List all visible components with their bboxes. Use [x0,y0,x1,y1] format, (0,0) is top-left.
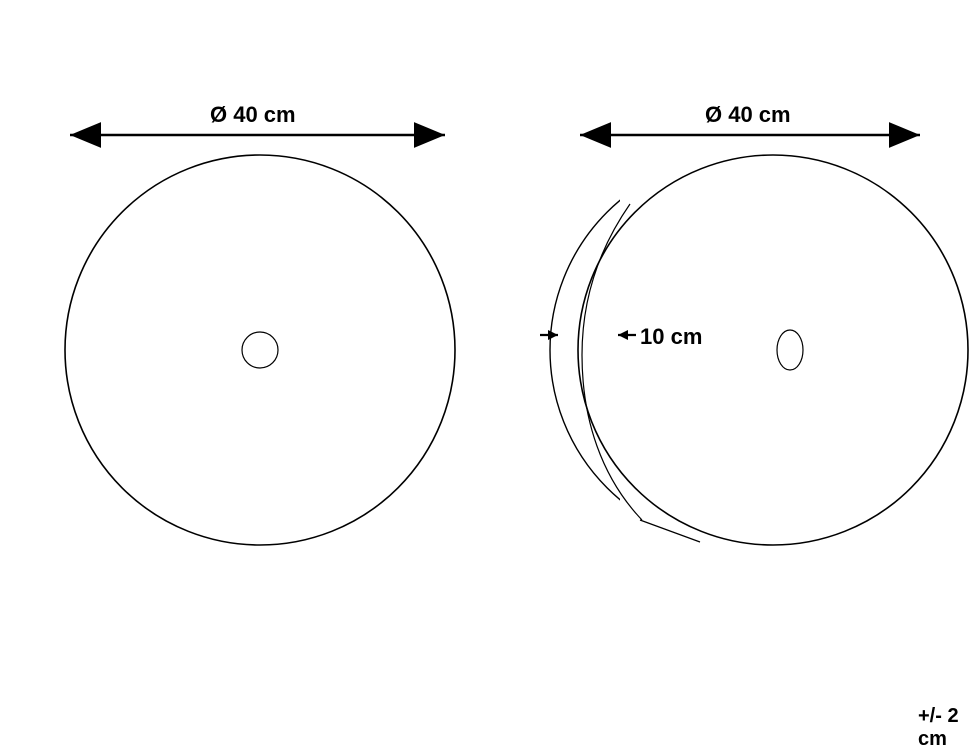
top-diameter-label: Ø 40 cm [210,102,296,128]
top-view [65,135,455,545]
depth-label: 10 cm [640,324,702,350]
diagram-canvas: Ø 40 cm Ø 40 cm 10 cm +/- 2 cm [0,0,970,728]
depth-arrow-left [540,330,558,340]
top-outer-circle [65,155,455,545]
side-view [540,135,968,545]
diagram-svg [0,0,970,728]
top-center-hole [242,332,278,368]
side-diameter-label: Ø 40 cm [705,102,791,128]
tolerance-label: +/- 2 cm [918,705,970,751]
side-front-face [578,155,968,545]
